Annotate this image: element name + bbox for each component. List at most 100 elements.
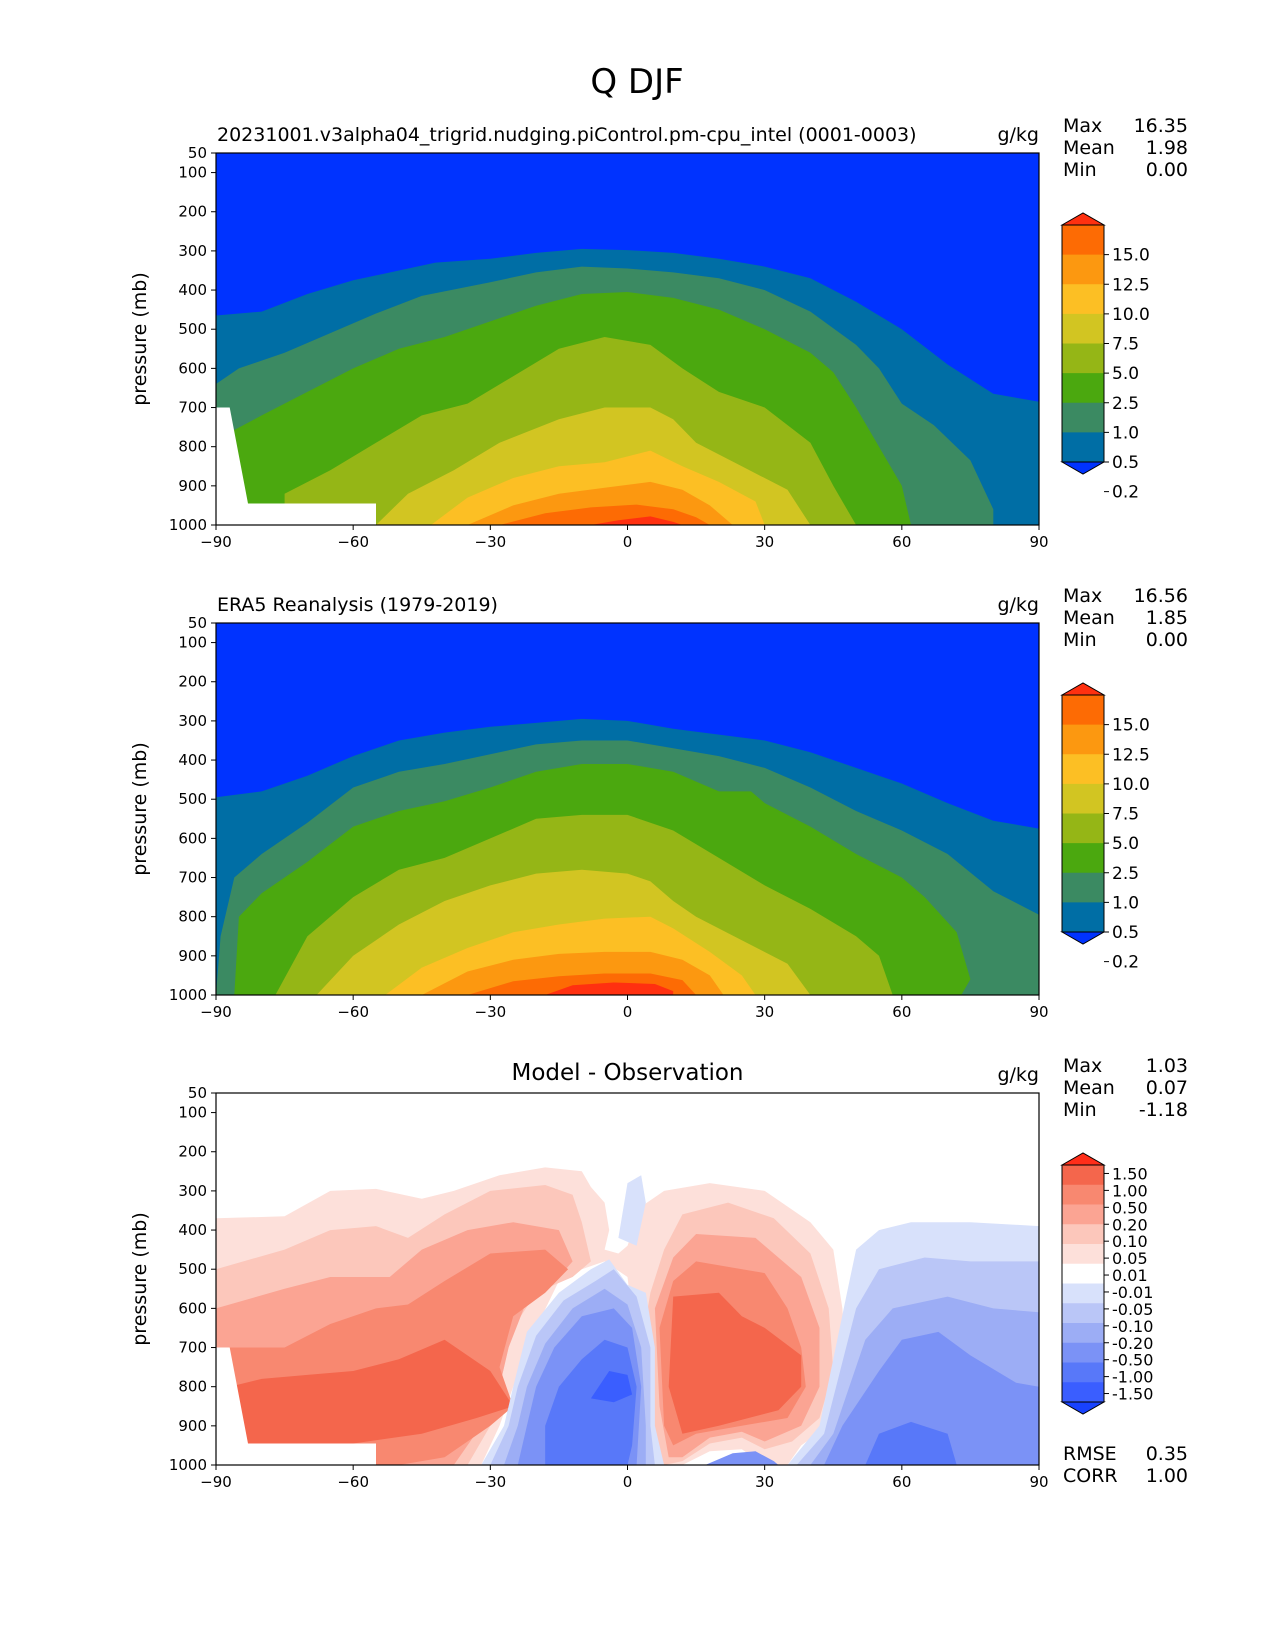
x-tick-label: −30 <box>475 1003 507 1021</box>
y-tick-label: 50 <box>188 614 207 632</box>
colorbar-swatch <box>1062 254 1104 285</box>
colorbar-tick-label: 0.10 <box>1112 1232 1148 1251</box>
plot-area <box>216 1093 1039 1465</box>
y-tick-label: 800 <box>178 908 207 926</box>
x-tick-label: 90 <box>1029 1473 1048 1491</box>
colorbar: 15.0 12.5 10.0 7.5 5.0 2.5 1.0 0.5 0.2 <box>1060 682 1150 973</box>
colorbar-swatch <box>1062 343 1104 374</box>
y-tick-label: 400 <box>178 1221 207 1239</box>
colorbar-tick-label: 1.0 <box>1112 423 1139 443</box>
colorbar-tick-label: 1.0 <box>1112 893 1139 913</box>
colorbar-tick-label: 15.0 <box>1112 246 1150 266</box>
stat-max-label: Max <box>1063 1055 1102 1077</box>
metric-rmse-label: RMSE <box>1063 1443 1117 1465</box>
colorbar-tick-label: 0.2 <box>1112 483 1139 503</box>
colorbar-swatch <box>1062 313 1104 344</box>
colorbar-tick-label: 5.0 <box>1112 364 1139 384</box>
contour-band-15 <box>590 516 683 525</box>
colorbar-swatch <box>1062 1283 1104 1304</box>
y-tick-label: 600 <box>178 829 207 847</box>
x-tick-label: −60 <box>337 533 369 551</box>
stat-max-value: 16.56 <box>1134 585 1188 607</box>
colorbar-swatch <box>1062 1342 1104 1363</box>
contour-region-16 <box>824 1331 1039 1465</box>
colorbar-swatch <box>1062 843 1104 874</box>
y-axis-label: pressure (mb) <box>129 742 151 876</box>
x-tick-label: −90 <box>200 1473 232 1491</box>
y-tick-label: 400 <box>178 751 207 769</box>
colorbar-extend-top <box>1060 682 1106 696</box>
stat-max-label: Max <box>1063 115 1102 137</box>
x-tick-label: −30 <box>475 533 507 551</box>
y-tick-label: 900 <box>178 947 207 965</box>
colorbar-swatch <box>1062 402 1104 433</box>
colorbar-tick-label: 7.5 <box>1112 805 1139 825</box>
metric-rmse-value: 0.35 <box>1146 1443 1188 1465</box>
colorbar-extend-bottom <box>1060 461 1106 475</box>
x-tick-label: 30 <box>755 1003 774 1021</box>
contour-region-8 <box>668 1292 802 1434</box>
units-label: g/kg <box>997 124 1039 146</box>
colorbar-tick-label: 12.5 <box>1112 275 1150 295</box>
units-label: g/kg <box>997 1064 1039 1086</box>
x-tick-label: −60 <box>337 1003 369 1021</box>
panel-title: 20231001.v3alpha04_trigrid.nudging.piCon… <box>217 124 917 146</box>
contour-region-20 <box>545 1339 637 1465</box>
colorbar-swatch <box>1062 783 1104 814</box>
stat-max-label: Max <box>1063 585 1102 607</box>
colorbar-swatch <box>1062 1204 1104 1225</box>
colorbar-swatch <box>1062 284 1104 315</box>
colorbar-swatch <box>1062 813 1104 844</box>
y-tick-label: 600 <box>178 359 207 377</box>
colorbar-tick-label: 1.50 <box>1112 1164 1148 1183</box>
metric-corr-label: CORR <box>1063 1465 1118 1487</box>
figure-title: Q DJF <box>590 62 683 102</box>
colorbar-frame <box>1061 1164 1105 1403</box>
y-tick-label: 500 <box>178 790 207 808</box>
units-label: g/kg <box>997 594 1039 616</box>
colorbar-swatch <box>1062 902 1104 933</box>
y-axis-label: pressure (mb) <box>129 1212 151 1346</box>
colorbar-swatch <box>1062 225 1104 256</box>
colorbar-extend-top <box>1060 1152 1106 1166</box>
colorbar-tick-label: 5.0 <box>1112 834 1139 854</box>
masked-surface <box>216 407 376 525</box>
colorbar-swatch <box>1062 1224 1104 1245</box>
y-tick-label: 50 <box>188 144 207 162</box>
colorbar-extend-bottom <box>1060 1401 1106 1415</box>
x-tick-label: 60 <box>892 1003 911 1021</box>
contour-region-18 <box>705 1451 779 1465</box>
masked-surface <box>216 1347 376 1465</box>
colorbar-tick-label: 0.50 <box>1112 1198 1148 1217</box>
stat-min-value: -1.18 <box>1139 1099 1188 1121</box>
y-axis-label: pressure (mb) <box>129 272 151 406</box>
colorbar-tick-label: 2.5 <box>1112 864 1139 884</box>
panel-difference: −90 −60 −30 0 30 60 90 50 100 200 300 400 500 600 700 8… <box>129 1055 1188 1491</box>
colorbar-swatch <box>1062 724 1104 755</box>
contour-region-21 <box>590 1371 633 1403</box>
colorbar-tick-label: 10.0 <box>1112 305 1150 325</box>
x-tick-label: 90 <box>1029 533 1048 551</box>
y-tick-label: 300 <box>178 242 207 260</box>
y-tick-label: 400 <box>178 281 207 299</box>
colorbar-tick-label: 1.00 <box>1112 1181 1148 1200</box>
y-tick-label: 300 <box>178 1182 207 1200</box>
colorbar: 1.501.000.500.200.100.050.01-0.01-0.05-0… <box>1060 1152 1153 1415</box>
stat-min-label: Min <box>1063 629 1097 651</box>
y-tick-label: 700 <box>178 399 207 417</box>
x-tick-label: −30 <box>475 1473 507 1491</box>
colorbar-extend-bottom <box>1060 931 1106 945</box>
y-tick-label: 800 <box>178 438 207 456</box>
y-tick-label: 800 <box>178 1378 207 1396</box>
colorbar-tick-label: 2.5 <box>1112 394 1139 414</box>
colorbar-swatch <box>1062 1263 1104 1284</box>
x-tick-label: 0 <box>623 1473 633 1491</box>
x-tick-label: −60 <box>337 1473 369 1491</box>
colorbar-tick-label: 0.20 <box>1112 1215 1148 1234</box>
stat-min-label: Min <box>1063 1099 1097 1121</box>
contour-region-19 <box>865 1421 957 1465</box>
colorbar-tick-label: 7.5 <box>1112 335 1139 355</box>
stat-mean-label: Mean <box>1063 1077 1115 1099</box>
y-tick-label: 600 <box>178 1299 207 1317</box>
